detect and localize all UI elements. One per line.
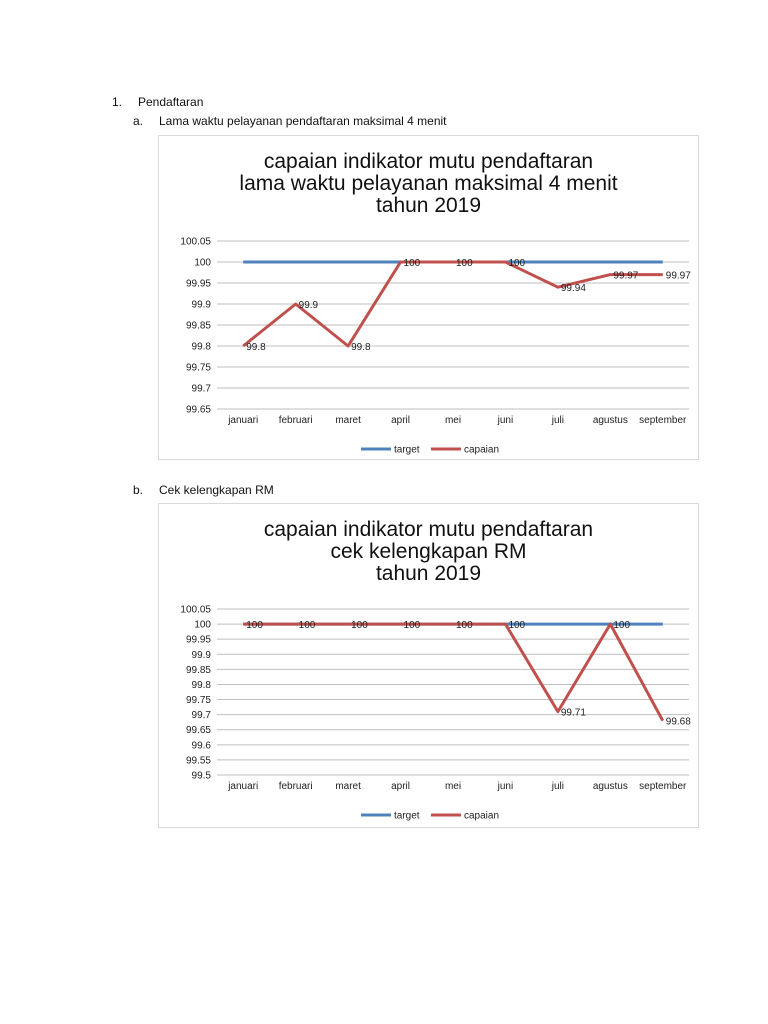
svg-text:100: 100 [404, 620, 421, 631]
svg-text:99.8: 99.8 [192, 342, 212, 353]
svg-text:99.85: 99.85 [186, 321, 211, 332]
chart-title: capaian indikator mutu pendaftaran lama … [159, 151, 698, 217]
svg-text:januari: januari [227, 781, 258, 792]
svg-text:99.75: 99.75 [186, 695, 211, 706]
svg-text:maret: maret [335, 415, 361, 426]
section-heading: 1. Pendaftaran [112, 95, 203, 109]
svg-text:99.65: 99.65 [186, 725, 211, 736]
svg-text:februari: februari [279, 415, 313, 426]
svg-text:100: 100 [613, 620, 630, 631]
subsection-heading-a: a. Lama waktu pelayanan pendaftaran maksi… [133, 114, 447, 128]
svg-text:99.7: 99.7 [192, 710, 212, 721]
chart-title-line: cek kelengkapan RM [330, 540, 527, 563]
svg-text:juli: juli [551, 415, 564, 426]
svg-text:capaian: capaian [464, 811, 499, 822]
svg-text:99.8: 99.8 [246, 342, 266, 353]
svg-text:juli: juli [551, 781, 564, 792]
svg-text:100: 100 [456, 620, 473, 631]
chart-kelengkapan-rm: capaian indikator mutu pendaftaran cek k… [158, 503, 699, 828]
svg-text:mei: mei [445, 781, 461, 792]
svg-text:juni: juni [497, 781, 514, 792]
subsection-title: Cek kelengkapan RM [159, 483, 274, 497]
chart-title-line: tahun 2019 [375, 194, 482, 217]
svg-text:99.5: 99.5 [192, 771, 212, 782]
chart-waktu-pelayanan: capaian indikator mutu pendaftaran lama … [158, 135, 699, 460]
chart-title-line: lama waktu pelayanan maksimal 4 menit [239, 172, 618, 195]
svg-text:september: september [639, 415, 687, 426]
svg-text:99.97: 99.97 [666, 271, 691, 282]
svg-text:capaian: capaian [464, 445, 499, 456]
chart-plot: 100.05 100 99.95 99.9 99.85 99.8 99.75 99.7 99.6… [180, 237, 691, 456]
subsection-title: Lama waktu pelayanan pendaftaran maksima… [159, 114, 447, 128]
chart-title-line: capaian indikator mutu pendaftaran [263, 150, 594, 173]
svg-text:juni: juni [497, 415, 514, 426]
svg-text:99.97: 99.97 [613, 271, 638, 282]
chart-title-line: tahun 2019 [375, 562, 482, 585]
svg-text:100: 100 [508, 258, 525, 269]
svg-text:99.9: 99.9 [192, 650, 212, 661]
svg-text:100: 100 [194, 258, 211, 269]
section-number: 1. [112, 95, 123, 109]
svg-text:99.68: 99.68 [666, 717, 691, 728]
svg-text:99.9: 99.9 [192, 300, 212, 311]
svg-text:september: september [639, 781, 687, 792]
svg-text:100: 100 [508, 620, 525, 631]
svg-text:100: 100 [246, 620, 263, 631]
svg-text:99.85: 99.85 [186, 665, 211, 676]
svg-text:april: april [391, 781, 410, 792]
svg-text:april: april [391, 415, 410, 426]
svg-text:99.6: 99.6 [192, 740, 212, 751]
svg-text:100.05: 100.05 [180, 237, 211, 248]
svg-text:100: 100 [194, 620, 211, 631]
svg-text:99.55: 99.55 [186, 755, 211, 766]
svg-text:januari: januari [227, 415, 258, 426]
chart-title-line: capaian indikator mutu pendaftaran [263, 518, 594, 541]
svg-text:100: 100 [299, 620, 316, 631]
svg-text:target: target [394, 445, 420, 456]
chart-title: capaian indikator mutu pendaftaran cek k… [159, 519, 698, 585]
svg-text:99.8: 99.8 [351, 342, 371, 353]
svg-text:99.71: 99.71 [561, 708, 586, 719]
svg-text:99.94: 99.94 [561, 283, 586, 294]
svg-text:99.7: 99.7 [192, 384, 212, 395]
chart-plot: 100.05 100 99.95 99.9 99.85 99.8 99.75 99.7 99.6… [180, 605, 691, 822]
subsection-letter: b. [133, 483, 144, 497]
svg-text:mei: mei [445, 415, 461, 426]
svg-text:100: 100 [456, 258, 473, 269]
svg-text:agustus: agustus [593, 415, 628, 426]
svg-text:99.9: 99.9 [299, 300, 319, 311]
svg-text:maret: maret [335, 781, 361, 792]
svg-text:99.8: 99.8 [192, 680, 212, 691]
svg-text:100: 100 [404, 258, 421, 269]
svg-text:100: 100 [351, 620, 368, 631]
section-title: Pendaftaran [138, 95, 204, 109]
svg-text:target: target [394, 811, 420, 822]
svg-text:agustus: agustus [593, 781, 628, 792]
subsection-letter: a. [133, 114, 144, 128]
svg-text:februari: februari [279, 781, 313, 792]
svg-text:99.95: 99.95 [186, 635, 211, 646]
subsection-heading-b: b. Cek kelengkapan RM [133, 483, 274, 497]
svg-text:100.05: 100.05 [180, 605, 211, 616]
svg-text:99.95: 99.95 [186, 279, 211, 290]
svg-text:99.75: 99.75 [186, 363, 211, 374]
svg-text:99.65: 99.65 [186, 405, 211, 416]
